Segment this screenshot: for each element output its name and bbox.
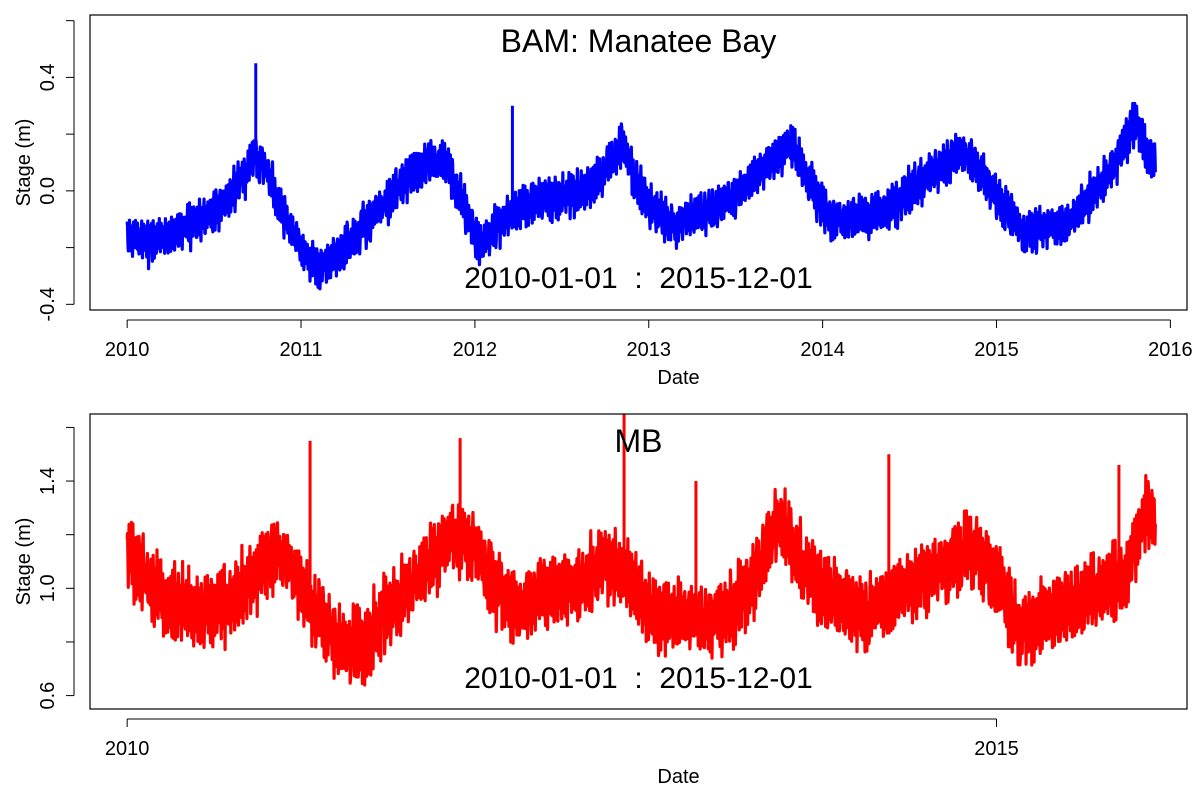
y-tick-label: 0.0	[37, 177, 59, 205]
x-tick-label: 2013	[627, 339, 672, 361]
y-tick-label: -0.4	[37, 287, 59, 321]
y-tick-label: 1.0	[37, 574, 59, 602]
date-range-annotation: 2010-01-01 : 2015-12-01	[464, 262, 813, 295]
chart-panel-mb: 2010 2015 0.6 1.0 1.4 Date Stage (m) MB 2010-01-…	[13, 413, 1188, 788]
y-tick-label: 0.6	[37, 682, 59, 710]
x-axis-title: Date	[657, 766, 699, 788]
y-axis-title: Stage (m)	[13, 518, 35, 606]
plot-frame	[89, 413, 1188, 710]
y-tick-label: 1.4	[37, 467, 59, 495]
x-tick-label: 2010	[105, 738, 150, 760]
x-tick-label: 2010	[105, 339, 150, 361]
x-tick-label: 2012	[453, 339, 498, 361]
series-line	[125, 101, 1157, 291]
x-axis-title: Date	[657, 367, 699, 389]
x-tick-label: 2011	[280, 339, 323, 361]
y-tick-label: 0.4	[37, 63, 59, 91]
x-tick-label: 2015	[974, 339, 1019, 361]
x-tick-label: 2014	[800, 339, 845, 361]
y-axis-title: Stage (m)	[13, 119, 35, 207]
chart-title: BAM: Manatee Bay	[501, 23, 777, 59]
chart-panel-bam-manatee-bay: 2010 2011 2012 2013 2014 2015 2016 -0.4 0.0 0.4 Da…	[13, 14, 1193, 389]
plot-frame	[89, 14, 1188, 311]
series-line	[125, 473, 1157, 687]
x-tick-label: 2015	[974, 738, 1019, 760]
x-tick-label: 2016	[1148, 339, 1193, 361]
date-range-annotation: 2010-01-01 : 2015-12-01	[464, 662, 813, 695]
chart-title: MB	[615, 423, 663, 459]
